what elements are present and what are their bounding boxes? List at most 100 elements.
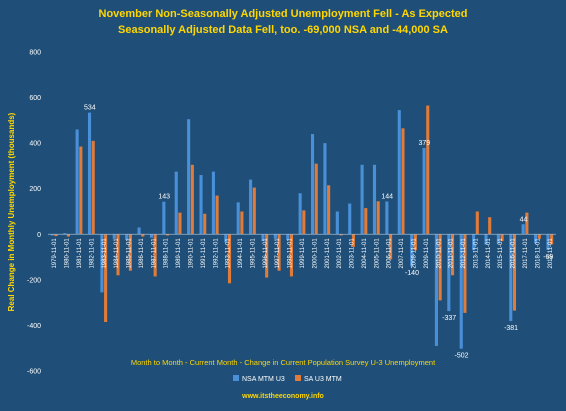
bar-nsa bbox=[249, 179, 253, 235]
bar-nsa bbox=[75, 129, 79, 235]
x-tick-label: 2004-11-01 bbox=[362, 238, 368, 269]
bar-nsa bbox=[521, 224, 525, 235]
bar-nsa bbox=[472, 234, 476, 251]
x-tick-label: 1992-11-01 bbox=[213, 238, 219, 269]
bar-sa bbox=[91, 140, 95, 235]
x-tick-label: 1985-11-01 bbox=[127, 238, 133, 269]
bar-nsa bbox=[546, 234, 550, 251]
bar-sa bbox=[426, 105, 430, 235]
source-credit: www.itstheeconomy.info bbox=[241, 393, 324, 400]
x-tick-label: 2005-11-01 bbox=[374, 238, 380, 269]
y-axis-label: Real Change in Monthly Unemployment (tho… bbox=[7, 112, 16, 311]
bar-sa bbox=[141, 234, 145, 237]
bar-nsa bbox=[496, 234, 500, 244]
x-tick-label: 1984-11-01 bbox=[114, 238, 120, 269]
bar-sa bbox=[240, 211, 244, 235]
bar-nsa bbox=[273, 234, 277, 239]
data-label: 379 bbox=[419, 140, 431, 147]
bar-nsa bbox=[87, 112, 92, 235]
legend-label-sa: SA U3 MTM bbox=[304, 376, 342, 383]
x-tick-label: 1993-11-01 bbox=[226, 238, 232, 269]
bar-sa bbox=[178, 212, 182, 235]
data-label: -337 bbox=[442, 315, 456, 322]
bar-sa bbox=[438, 234, 442, 301]
x-tick-label: 2002-11-01 bbox=[337, 238, 343, 269]
bar-sa bbox=[463, 234, 467, 313]
data-labels: 534 143 144 -140 379 -337 -502 -381 44 -69 bbox=[84, 105, 553, 360]
x-tick-label: 2003-11-01 bbox=[350, 238, 356, 269]
bar-nsa bbox=[137, 227, 141, 235]
y-tick-label: -400 bbox=[27, 323, 41, 330]
bar-nsa bbox=[459, 234, 463, 349]
data-label: -140 bbox=[405, 270, 419, 277]
bar-sa bbox=[512, 234, 517, 311]
x-tick-label: 2001-11-01 bbox=[325, 238, 331, 269]
data-label: -69 bbox=[543, 254, 553, 261]
x-tick-label: 1989-11-01 bbox=[176, 238, 182, 269]
y-tick-label: 800 bbox=[29, 50, 41, 57]
bar-nsa bbox=[360, 164, 364, 235]
bar-sa bbox=[389, 234, 393, 260]
x-axis-tick-labels: 1979-11-01 1980-11-01 1981-11-01 1982-11-01… bbox=[52, 238, 554, 269]
bar-sa bbox=[302, 210, 306, 235]
data-label: 143 bbox=[158, 194, 170, 201]
x-tick-label: 1986-11-01 bbox=[139, 238, 145, 269]
x-tick-label: 2011-11-01 bbox=[449, 238, 455, 268]
bar-nsa bbox=[199, 175, 203, 235]
x-tick-label: 2008-11-01 bbox=[412, 238, 418, 269]
bar-nsa bbox=[410, 234, 414, 267]
bar-nsa bbox=[261, 234, 265, 242]
x-tick-label: 1998-11-01 bbox=[288, 238, 294, 269]
x-tick-label: 2018-11-01 bbox=[535, 238, 541, 269]
y-tick-label: 400 bbox=[29, 141, 41, 148]
bar-nsa bbox=[348, 203, 352, 235]
x-tick-label: 1982-11-01 bbox=[89, 238, 95, 269]
bar-nsa bbox=[125, 234, 129, 240]
bar-sa bbox=[54, 234, 58, 237]
x-tick-label: 1997-11-01 bbox=[275, 238, 281, 269]
bar-nsa bbox=[509, 234, 513, 322]
y-tick-label: 0 bbox=[37, 232, 41, 239]
x-tick-label: 2014-11-01 bbox=[486, 238, 492, 269]
bar-sa bbox=[450, 234, 455, 276]
bar-sa bbox=[116, 234, 120, 276]
bar-sa bbox=[252, 187, 256, 235]
x-tick-label: 1987-11-01 bbox=[151, 238, 157, 269]
x-tick-label: 2006-11-01 bbox=[387, 238, 393, 269]
bar-nsa bbox=[298, 193, 302, 235]
legend-swatch-nsa bbox=[233, 375, 239, 381]
bar-nsa bbox=[211, 171, 215, 235]
bar-sa bbox=[227, 234, 232, 284]
chart-title-line1: November Non-Seasonally Adjusted Unemplo… bbox=[99, 8, 468, 20]
bar-sa bbox=[203, 213, 207, 235]
legend-swatch-sa bbox=[295, 375, 301, 381]
x-tick-label: 2009-11-01 bbox=[424, 238, 430, 269]
bar-sa bbox=[190, 164, 194, 235]
bar-nsa bbox=[372, 164, 377, 235]
x-tick-label: 2017-11-01 bbox=[523, 238, 529, 269]
legend: NSA MTM U3 SA U3 MTM bbox=[233, 375, 342, 383]
x-tick-label: 1981-11-01 bbox=[77, 238, 83, 269]
bar-sa bbox=[128, 234, 132, 271]
x-tick-label: 1979-11-01 bbox=[52, 238, 58, 269]
x-tick-label: 2012-11-01 bbox=[461, 238, 467, 269]
x-tick-label: 1996-11-01 bbox=[263, 238, 269, 269]
bar-nsa bbox=[50, 234, 54, 236]
bar-sa bbox=[339, 234, 343, 236]
bar-sa bbox=[351, 234, 355, 247]
bar-nsa bbox=[112, 234, 116, 239]
bar-nsa bbox=[162, 201, 166, 235]
x-tick-label: 2013-11-01 bbox=[473, 238, 479, 269]
x-tick-label: 1990-11-01 bbox=[188, 238, 194, 269]
y-tick-label: -600 bbox=[27, 369, 41, 376]
data-label: 534 bbox=[84, 105, 96, 112]
x-tick-label: 1983-11-01 bbox=[102, 238, 108, 269]
bar-nsa bbox=[323, 143, 327, 235]
x-tick-label: 2007-11-01 bbox=[399, 238, 405, 269]
bar-nsa bbox=[149, 234, 154, 238]
bar-nsa bbox=[224, 234, 228, 243]
bar-sa bbox=[66, 234, 70, 237]
bar-nsa bbox=[434, 234, 438, 346]
